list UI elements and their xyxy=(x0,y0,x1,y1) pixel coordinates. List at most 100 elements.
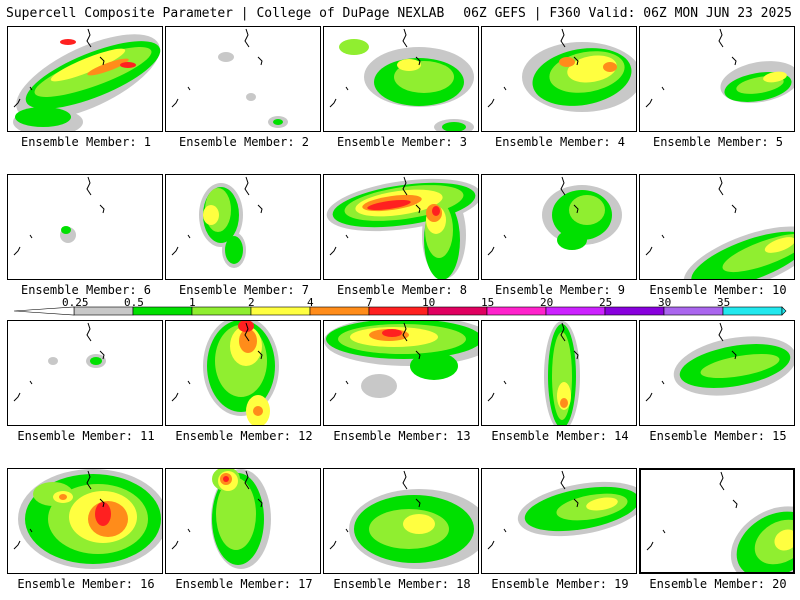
ensemble-map-panel[interactable] xyxy=(639,320,795,426)
coastline xyxy=(719,471,725,491)
ensemble-member-label: Ensemble Member: 3 xyxy=(336,135,468,149)
coastline xyxy=(487,98,495,108)
ensemble-map-panel[interactable] xyxy=(7,174,163,280)
coastline xyxy=(573,204,579,214)
coastline xyxy=(415,56,421,66)
coastline xyxy=(560,470,566,490)
ensemble-map-panel[interactable] xyxy=(323,468,479,574)
scp-contour-area xyxy=(567,55,617,83)
ensemble-map-panel[interactable] xyxy=(165,174,321,280)
coastline xyxy=(171,392,179,402)
coastline xyxy=(415,498,421,508)
coastline xyxy=(645,246,653,256)
coastline xyxy=(99,350,105,360)
coastline xyxy=(13,98,21,108)
ensemble-member-label: Ensemble Member: 7 xyxy=(178,283,310,297)
scp-field-map xyxy=(324,321,478,402)
scp-contour-area xyxy=(87,58,129,76)
coastline xyxy=(257,56,263,66)
scp-field-map xyxy=(487,470,636,550)
coastline xyxy=(731,350,737,360)
coastline xyxy=(415,204,421,214)
coastline xyxy=(187,86,191,91)
coastline xyxy=(29,234,33,239)
scp-field-map xyxy=(329,470,478,569)
scp-contour-area xyxy=(557,230,587,250)
coastline xyxy=(171,540,179,550)
scp-field-map xyxy=(326,176,478,279)
ensemble-member-label: Ensemble Member: 8 xyxy=(336,283,468,297)
ensemble-member-label: Ensemble Member: 20 xyxy=(649,577,787,591)
coastline xyxy=(573,350,579,360)
coastline xyxy=(13,540,21,550)
scp-contour-area xyxy=(120,62,136,68)
ensemble-map-panel[interactable] xyxy=(165,26,321,132)
ensemble-map-panel[interactable] xyxy=(481,26,637,132)
scp-contour-area xyxy=(253,406,263,416)
ensemble-map-panel[interactable] xyxy=(639,468,795,574)
coastline xyxy=(732,499,738,509)
colorbar xyxy=(13,306,787,316)
coastline xyxy=(718,322,724,342)
coastline xyxy=(13,392,21,402)
colorbar-segment xyxy=(486,306,547,316)
scp-contour-area xyxy=(239,329,257,353)
ensemble-map-panel[interactable] xyxy=(7,320,163,426)
coastline xyxy=(503,380,507,385)
coastline xyxy=(329,392,337,402)
ensemble-map-panel[interactable] xyxy=(165,320,321,426)
ensemble-map-panel[interactable] xyxy=(481,320,637,426)
ensemble-map-panel[interactable] xyxy=(7,468,163,574)
scp-contour-area xyxy=(367,199,411,211)
scp-field-map xyxy=(171,469,271,569)
scp-contour-area xyxy=(700,353,780,379)
ensemble-map-panel[interactable] xyxy=(639,26,795,132)
coastline xyxy=(662,529,666,534)
ensemble-member-label: Ensemble Member: 16 xyxy=(17,577,155,591)
scp-field-map xyxy=(645,28,794,108)
ensemble-map-panel[interactable] xyxy=(323,174,479,280)
coastline xyxy=(560,322,566,342)
ensemble-member-label: Ensemble Member: 2 xyxy=(178,135,310,149)
ensemble-member-label: Ensemble Member: 9 xyxy=(494,283,626,297)
ensemble-member-label: Ensemble Member: 15 xyxy=(649,429,787,443)
scp-contour-area xyxy=(59,494,67,500)
ensemble-map-panel[interactable] xyxy=(165,468,321,574)
scp-contour-area xyxy=(361,374,397,398)
scp-contour-area xyxy=(95,502,111,526)
coastline xyxy=(503,234,507,239)
scp-contour-area xyxy=(432,206,440,216)
scp-contour-area xyxy=(339,39,369,55)
coastline xyxy=(646,541,654,551)
ensemble-map-panel[interactable] xyxy=(323,320,479,426)
coastline xyxy=(187,234,191,239)
header-run-info: 06Z GEFS | F360 Valid: 06Z MON JUN 23 20… xyxy=(463,6,792,21)
coastline xyxy=(560,28,566,48)
scp-contour-area xyxy=(403,514,435,534)
ensemble-map-panel[interactable] xyxy=(7,26,163,132)
coastline xyxy=(402,322,408,342)
scp-field-map xyxy=(487,28,636,112)
scp-contour-area xyxy=(238,321,254,332)
coastline xyxy=(187,380,191,385)
coastline xyxy=(645,98,653,108)
colorbar-segment xyxy=(427,306,488,316)
coastline xyxy=(99,204,105,214)
ensemble-map-panel[interactable] xyxy=(481,174,637,280)
colorbar-segment xyxy=(604,306,665,316)
scp-contour-area xyxy=(15,107,71,127)
ensemble-map-panel[interactable] xyxy=(481,468,637,574)
colorbar-tick-label: 10 xyxy=(422,296,436,309)
scp-field-map xyxy=(13,469,162,569)
colorbar-tick-label: 2 xyxy=(248,296,255,309)
ensemble-map-panel[interactable] xyxy=(639,174,795,280)
coastline xyxy=(573,498,579,508)
colorbar-tick-label: 35 xyxy=(717,296,731,309)
scp-contour-area xyxy=(560,398,568,408)
scp-contour-area xyxy=(774,529,793,551)
ensemble-map-panel[interactable] xyxy=(323,26,479,132)
ensemble-member-label: Ensemble Member: 1 xyxy=(20,135,152,149)
colorbar-tick-label: 4 xyxy=(307,296,314,309)
scp-contour-area xyxy=(218,52,234,62)
coastline xyxy=(345,234,349,239)
